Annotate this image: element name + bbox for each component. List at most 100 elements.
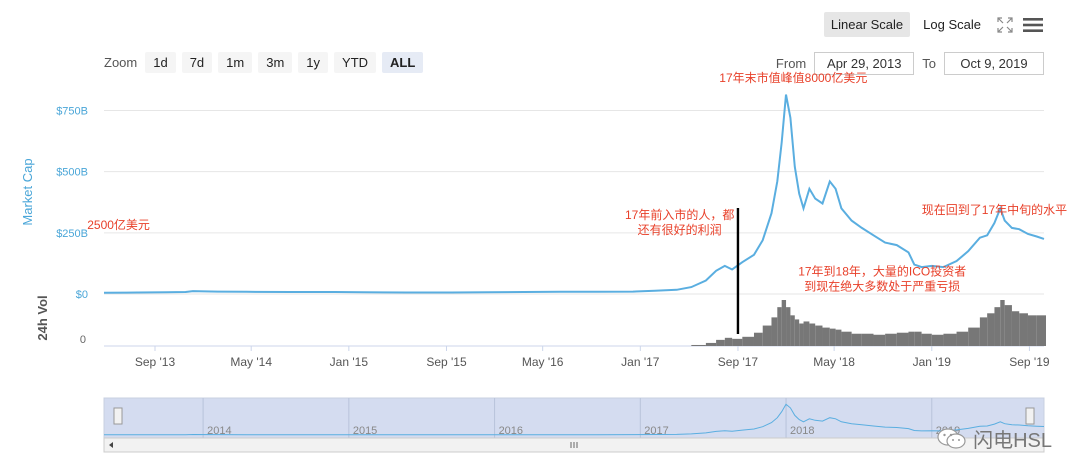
volume-bar xyxy=(979,317,988,346)
scroll-left-icon xyxy=(109,442,113,448)
from-label: From xyxy=(775,56,807,71)
annotation: 2500亿美元 xyxy=(87,217,150,232)
volume-bar xyxy=(1027,315,1037,346)
volume-bar xyxy=(732,338,743,346)
market-cap-line xyxy=(103,94,1045,294)
to-date-input[interactable]: Oct 9, 2019 xyxy=(944,52,1044,75)
volume-bar xyxy=(809,323,816,346)
volume-bar xyxy=(724,337,733,346)
zoom-bar: Zoom 1d 7d 1m 3m 1y YTD ALL xyxy=(104,52,424,73)
volume-bar xyxy=(885,333,897,346)
volume-bar xyxy=(873,334,886,346)
volume-bar xyxy=(771,317,778,346)
x-tick-label: May '14 xyxy=(230,355,272,369)
volume-bar xyxy=(921,333,932,346)
volume-bar xyxy=(931,334,944,346)
from-date-input[interactable]: Apr 29, 2013 xyxy=(814,52,915,75)
x-tick-label: Sep '15 xyxy=(426,355,467,369)
zoom-label: Zoom xyxy=(104,55,138,70)
navigator-year-label: 2018 xyxy=(790,425,814,437)
volume-tick-label: 0 xyxy=(80,334,86,346)
volume-bar xyxy=(1044,315,1046,346)
x-tick-label: May '16 xyxy=(522,355,564,369)
volume-bar xyxy=(1000,300,1005,346)
zoom-button-1d[interactable]: 1d xyxy=(145,52,176,73)
x-tick-label: Jan '19 xyxy=(913,355,952,369)
volume-bar xyxy=(1036,315,1044,346)
log-scale-button[interactable]: Log Scale xyxy=(923,17,981,32)
volume-bar xyxy=(786,307,791,346)
navigator[interactable]: 201420152016201720182019 xyxy=(103,397,1045,453)
volume-bar xyxy=(762,325,772,346)
volume-bar xyxy=(956,331,969,346)
menu-icon[interactable] xyxy=(1022,14,1044,36)
volume-bar xyxy=(1019,313,1028,346)
zoom-button-1y[interactable]: 1y xyxy=(298,52,329,73)
volume-bar xyxy=(1011,311,1020,346)
volume-bar xyxy=(896,332,909,346)
volume-axis-label: 24h Vol xyxy=(35,295,50,340)
annotation: 现在回到了17年中旬的水平 xyxy=(922,202,1067,217)
x-tick-label: Jan '17 xyxy=(621,355,660,369)
volume-bar xyxy=(799,323,804,346)
navigator-line xyxy=(104,403,1045,436)
volume-bar xyxy=(794,319,800,346)
y-tick-label: $500B xyxy=(56,167,88,179)
volume-bar xyxy=(822,327,830,346)
y-tick-label: $750B xyxy=(56,105,88,117)
volume-bar xyxy=(815,325,823,346)
navigator-year-label: 2016 xyxy=(499,425,523,437)
watermark: 闪电HSL xyxy=(937,424,1052,453)
volume-bar xyxy=(994,307,1001,346)
annotation: 17年到18年，大量的ICO投资者到现在绝大多数处于严重亏损 xyxy=(798,263,966,293)
volume-bar xyxy=(968,327,980,346)
zoom-button-3m[interactable]: 3m xyxy=(258,52,293,73)
volume-bar xyxy=(705,342,717,346)
x-tick-label: Jan '15 xyxy=(330,355,369,369)
date-range: From Apr 29, 2013 To Oct 9, 2019 xyxy=(776,52,1044,75)
toolbar: Linear Scale Log Scale xyxy=(823,12,1044,37)
y-tick-label: $250B xyxy=(56,228,88,240)
navigator-handle xyxy=(1025,407,1035,425)
volume-bar xyxy=(851,333,862,346)
x-tick-label: Sep '19 xyxy=(1009,355,1050,369)
volume-bar xyxy=(1004,305,1012,346)
annotation: 17年前入市的人，都还有很好的利润 xyxy=(625,207,734,237)
volume-bar xyxy=(835,329,842,346)
volume-bar xyxy=(908,331,915,346)
navigator-window xyxy=(103,397,1045,439)
volume-bar xyxy=(742,336,754,346)
volume-bar xyxy=(790,315,795,346)
zoom-button-all[interactable]: ALL xyxy=(382,52,424,73)
volume-bar xyxy=(987,313,995,346)
volume-bar xyxy=(841,331,852,346)
volume-bar xyxy=(781,300,787,346)
volume-bar xyxy=(753,332,763,346)
linear-scale-button[interactable]: Linear Scale xyxy=(823,12,911,37)
y-tick-label: $0 xyxy=(76,289,88,301)
volume-bar xyxy=(777,307,782,346)
to-label: To xyxy=(922,56,936,71)
volume-bar xyxy=(716,339,725,346)
fullscreen-icon[interactable] xyxy=(994,14,1016,36)
watermark-text: 闪电HSL xyxy=(973,430,1052,452)
x-tick-label: May '18 xyxy=(813,355,855,369)
volume-bar xyxy=(803,321,810,346)
volume-bar xyxy=(691,344,706,346)
zoom-button-7d[interactable]: 7d xyxy=(181,52,213,73)
navigator-handle xyxy=(113,407,123,425)
navigator-year-label: 2017 xyxy=(644,425,668,437)
volume-bar xyxy=(914,331,922,346)
volume-bar xyxy=(861,333,874,346)
x-tick-label: Sep '17 xyxy=(718,355,759,369)
zoom-button-1m[interactable]: 1m xyxy=(218,52,253,73)
zoom-button-ytd[interactable]: YTD xyxy=(334,52,377,73)
navigator-year-label: 2014 xyxy=(207,425,231,437)
wechat-icon xyxy=(937,427,966,449)
x-tick-label: Sep '13 xyxy=(135,355,176,369)
y-axis-label: Market Cap xyxy=(20,158,35,225)
navigator-year-label: 2015 xyxy=(353,425,377,437)
scrollbar xyxy=(103,437,1045,453)
volume-bar xyxy=(829,328,836,346)
volume-bar xyxy=(943,333,957,346)
